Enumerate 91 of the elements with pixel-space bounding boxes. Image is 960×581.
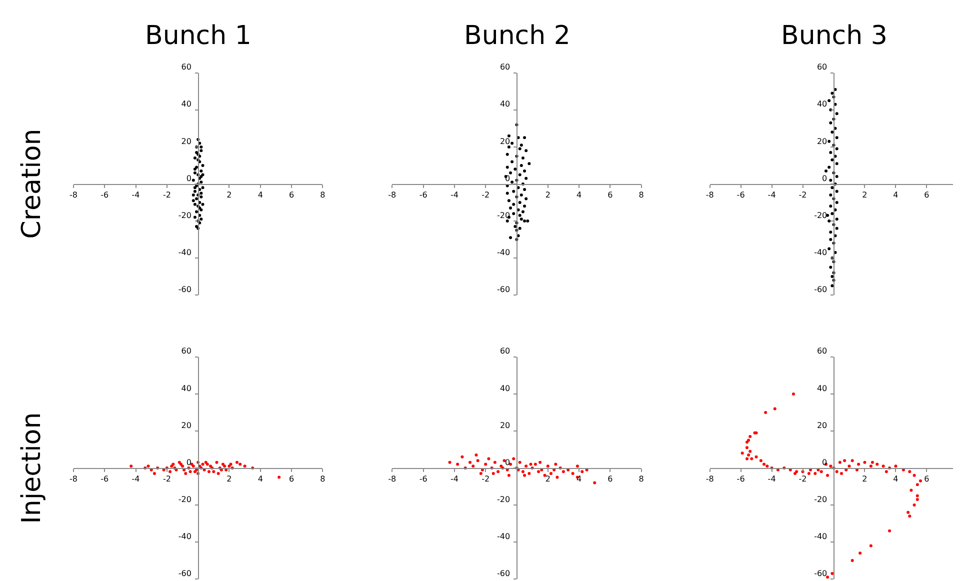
y-tick-label: 60 bbox=[181, 346, 192, 356]
chart-title: Bunch 1 bbox=[145, 21, 252, 51]
y-tick-label: -20 bbox=[178, 210, 192, 220]
x-tick-label: -4 bbox=[768, 474, 776, 484]
y-tick-label: -60 bbox=[814, 568, 828, 578]
y-tick-label: -60 bbox=[497, 284, 510, 294]
y-tick-label: -60 bbox=[178, 284, 192, 294]
y-tick-label: -60 bbox=[497, 568, 510, 578]
x-tick-label: 8 bbox=[320, 190, 326, 200]
y-tick-label: 20 bbox=[816, 420, 828, 430]
x-tick-label: -8 bbox=[69, 474, 78, 484]
x-tick-label: 2 bbox=[862, 474, 868, 484]
y-axis-title: Injection bbox=[16, 412, 47, 524]
x-tick-label: -8 bbox=[706, 190, 714, 200]
x-tick-label: -6 bbox=[419, 474, 428, 484]
x-tick-label: 2 bbox=[226, 190, 232, 200]
y-tick-label: 20 bbox=[816, 136, 828, 146]
y-tick-label: 40 bbox=[816, 384, 828, 393]
y-tick-label: -40 bbox=[814, 248, 828, 257]
x-tick-label: 4 bbox=[258, 190, 263, 200]
x-tick-label: 6 bbox=[288, 190, 294, 200]
y-tick-label: 40 bbox=[181, 100, 192, 109]
x-tick-label: -6 bbox=[419, 190, 428, 200]
x-tick-label: -6 bbox=[736, 474, 745, 484]
x-tick-label: 6 bbox=[608, 190, 613, 200]
y-tick-label: 40 bbox=[816, 100, 828, 109]
chart-title: Bunch 2 bbox=[464, 21, 570, 51]
x-tick-label: 2 bbox=[545, 474, 550, 484]
y-tick-label: 0 bbox=[186, 174, 192, 183]
x-tick-label: 2 bbox=[226, 474, 232, 484]
x-tick-label: 6 bbox=[288, 474, 294, 484]
y-tick-label: 40 bbox=[500, 384, 510, 393]
y-tick-label: -20 bbox=[178, 494, 192, 504]
y-tick-label: 60 bbox=[500, 62, 510, 72]
x-tick-label: 2 bbox=[862, 190, 868, 200]
y-tick-label: 60 bbox=[816, 62, 828, 72]
y-tick-label: 40 bbox=[181, 384, 192, 393]
x-tick-label: -2 bbox=[798, 190, 807, 200]
x-tick-label: -6 bbox=[100, 474, 109, 484]
y-tick-label: -40 bbox=[814, 532, 828, 541]
y-tick-label: 20 bbox=[181, 136, 192, 146]
y-tick-label: 20 bbox=[181, 420, 192, 430]
y-tick-label: -20 bbox=[814, 210, 828, 220]
x-tick-label: -8 bbox=[69, 190, 78, 200]
y-tick-label: 60 bbox=[500, 346, 510, 356]
x-tick-label: -4 bbox=[132, 474, 140, 484]
x-tick-label: -6 bbox=[736, 190, 745, 200]
y-tick-label: -20 bbox=[814, 494, 828, 504]
x-tick-label: 6 bbox=[924, 474, 930, 484]
x-tick-label: -8 bbox=[388, 190, 396, 200]
y-tick-label: 0 bbox=[505, 458, 510, 467]
x-tick-label: -2 bbox=[482, 190, 490, 200]
x-tick-label: 4 bbox=[576, 474, 582, 484]
x-tick-label: 6 bbox=[924, 190, 930, 200]
chart-title: Bunch 3 bbox=[781, 21, 888, 51]
y-tick-label: 60 bbox=[816, 346, 828, 356]
y-tick-label: 0 bbox=[822, 458, 828, 467]
y-tick-label: -60 bbox=[814, 284, 828, 294]
y-tick-label: -40 bbox=[497, 248, 510, 257]
x-tick-label: 2 bbox=[545, 190, 550, 200]
x-tick-label: 4 bbox=[576, 190, 582, 200]
x-tick-label: -2 bbox=[798, 474, 807, 484]
x-tick-label: -4 bbox=[768, 190, 776, 200]
y-tick-label: -60 bbox=[178, 568, 192, 578]
y-tick-label: 20 bbox=[500, 136, 510, 146]
x-tick-label: -8 bbox=[388, 474, 396, 484]
x-tick-label: 8 bbox=[638, 190, 644, 200]
x-tick-label: -4 bbox=[132, 190, 140, 200]
y-tick-label: 20 bbox=[500, 420, 510, 430]
y-tick-label: 0 bbox=[186, 458, 192, 467]
x-tick-label: -2 bbox=[162, 190, 171, 200]
x-tick-label: 4 bbox=[893, 190, 898, 200]
y-tick-label: 40 bbox=[500, 100, 510, 109]
y-tick-label: -40 bbox=[497, 532, 510, 541]
x-tick-label: -2 bbox=[482, 474, 490, 484]
x-tick-label: 8 bbox=[638, 474, 644, 484]
x-tick-label: 6 bbox=[608, 474, 613, 484]
x-tick-label: 4 bbox=[893, 474, 898, 484]
x-tick-label: 8 bbox=[320, 474, 326, 484]
y-axis-title: Creation bbox=[16, 128, 47, 239]
x-tick-label: -8 bbox=[706, 474, 714, 484]
x-tick-label: -2 bbox=[162, 474, 171, 484]
y-tick-label: -40 bbox=[178, 248, 192, 257]
y-tick-label: 0 bbox=[822, 174, 828, 183]
x-tick-label: 4 bbox=[258, 474, 263, 484]
x-tick-label: -4 bbox=[450, 474, 458, 484]
x-tick-label: -6 bbox=[100, 190, 109, 200]
y-tick-label: -40 bbox=[178, 532, 192, 541]
x-tick-label: -4 bbox=[450, 190, 458, 200]
y-tick-label: -20 bbox=[497, 494, 510, 504]
y-tick-label: 60 bbox=[181, 62, 192, 72]
